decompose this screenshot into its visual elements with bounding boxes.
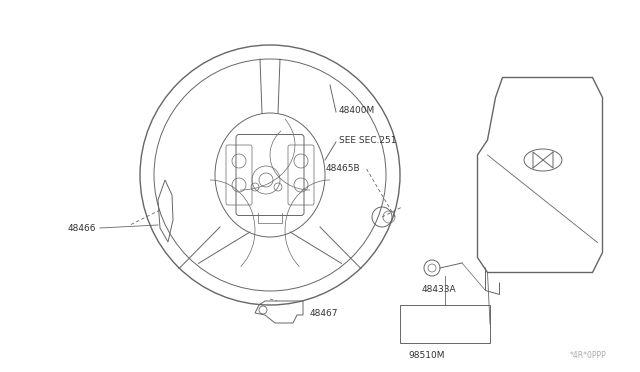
Text: 48400M: 48400M: [339, 106, 375, 115]
Text: 48467: 48467: [310, 308, 339, 317]
Text: *4R*0PPP: *4R*0PPP: [570, 350, 607, 359]
Text: SEE SEC.251: SEE SEC.251: [339, 135, 397, 144]
Text: 48433A: 48433A: [422, 285, 456, 295]
Bar: [400, 305, 490, 343]
Text: 48465B: 48465B: [326, 164, 360, 173]
Text: 98510M: 98510M: [408, 350, 445, 359]
Text: 48466: 48466: [68, 224, 97, 232]
